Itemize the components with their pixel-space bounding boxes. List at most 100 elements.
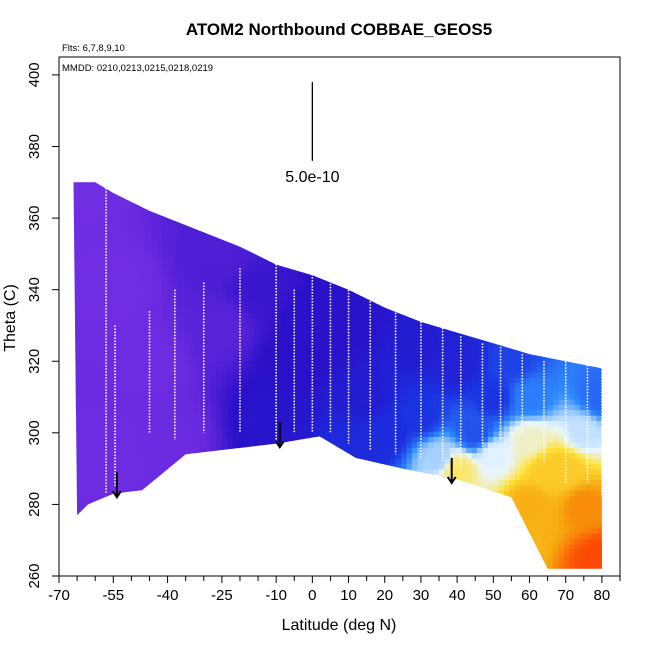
heatmap-cell <box>178 431 185 437</box>
heatmap-cell <box>59 291 65 297</box>
heatmap-cell <box>259 318 266 325</box>
heatmap-cell <box>243 543 250 550</box>
heatmap-cell <box>373 506 380 513</box>
heatmap-cell <box>216 425 223 432</box>
heatmap-cell <box>368 334 375 341</box>
heatmap-cell <box>64 324 70 330</box>
heatmap-cell <box>292 189 299 196</box>
heatmap-cell <box>373 484 380 491</box>
heatmap-cell <box>373 441 380 448</box>
heatmap-cell <box>102 312 109 319</box>
heatmap-cell <box>297 286 304 293</box>
heatmap-cell <box>64 533 70 539</box>
heatmap-cell <box>265 280 272 287</box>
heatmap-cell <box>178 463 185 470</box>
heatmap-cell <box>401 355 407 362</box>
heatmap-cell <box>64 345 70 351</box>
heatmap-cell <box>368 565 375 569</box>
heatmap-cell <box>352 382 359 389</box>
heatmap-cell <box>406 189 413 196</box>
heatmap-cell <box>319 463 326 470</box>
heatmap-cell <box>178 323 185 330</box>
heatmap-cell <box>211 468 217 475</box>
heatmap-cell <box>254 345 261 352</box>
heatmap-cell <box>249 441 255 448</box>
heatmap-cell <box>265 425 272 432</box>
heatmap-cell <box>156 366 163 373</box>
heatmap-cell <box>145 457 152 464</box>
heatmap-cell <box>281 382 288 389</box>
heatmap-cell <box>384 253 391 260</box>
heatmap-cell <box>276 506 283 513</box>
heatmap-cell <box>265 184 272 191</box>
heatmap-cell <box>249 431 255 437</box>
heatmap-cell <box>395 302 402 309</box>
heatmap-cell <box>330 275 337 282</box>
heatmap-cell <box>357 334 364 341</box>
heatmap-cell <box>205 393 212 400</box>
heatmap-cell <box>292 533 299 539</box>
heatmap-cell <box>352 409 359 416</box>
heatmap-cell <box>221 382 228 389</box>
heatmap-cell <box>411 527 418 534</box>
heatmap-cell <box>162 522 169 529</box>
heatmap-cell <box>140 270 147 276</box>
heatmap-cell <box>86 490 93 497</box>
heatmap-cell <box>145 339 152 346</box>
heatmap-cell <box>341 312 348 319</box>
heatmap-cell <box>113 559 120 566</box>
heatmap-cell <box>259 307 266 314</box>
heatmap-cell <box>390 339 397 346</box>
heatmap-cell <box>335 345 342 352</box>
heatmap-cell <box>287 377 293 384</box>
heatmap-cell <box>167 237 174 244</box>
heatmap-cell <box>97 318 103 325</box>
heatmap-cell <box>401 248 407 255</box>
heatmap-cell <box>205 184 212 191</box>
heatmap-cell <box>390 527 397 534</box>
heatmap-cell <box>357 409 364 416</box>
heatmap-cell <box>216 377 223 384</box>
heatmap-cell <box>167 194 174 201</box>
heatmap-cell <box>379 227 386 233</box>
heatmap-cell <box>80 506 87 513</box>
heatmap-cell <box>178 345 185 352</box>
heatmap-cell <box>205 404 212 411</box>
heatmap-cell <box>205 329 212 335</box>
heatmap-cell <box>303 318 310 325</box>
heatmap-cell <box>292 275 299 282</box>
heatmap-cell <box>276 382 283 389</box>
heatmap-cell <box>173 189 179 196</box>
heatmap-cell <box>411 468 418 475</box>
heatmap-cell <box>303 307 310 314</box>
heatmap-cell <box>270 554 277 561</box>
heatmap-cell <box>107 559 114 566</box>
heatmap-cell <box>238 237 245 244</box>
heatmap-cell <box>401 441 407 448</box>
heatmap-cell <box>384 506 391 513</box>
heatmap-cell <box>346 248 353 255</box>
heatmap-cell <box>156 329 163 335</box>
heatmap-cell <box>91 549 98 556</box>
heatmap-cell <box>411 307 418 314</box>
heatmap-cell <box>140 409 147 416</box>
heatmap-cell <box>91 393 98 400</box>
heatmap-cell <box>73 436 76 443</box>
heatmap-cell <box>124 549 131 556</box>
heatmap-cell <box>303 457 310 464</box>
heatmap-cell <box>249 291 255 298</box>
heatmap-cell <box>205 345 212 352</box>
heatmap-cell <box>113 189 120 196</box>
heatmap-cell <box>270 479 277 486</box>
heatmap-cell <box>129 382 136 389</box>
heatmap-cell <box>97 184 103 191</box>
heatmap-cell <box>238 205 245 212</box>
heatmap-cell <box>124 404 131 411</box>
heatmap-cell <box>216 259 223 266</box>
heatmap-cell <box>211 479 217 486</box>
heatmap-cell <box>238 318 245 325</box>
heatmap-cell <box>216 189 223 196</box>
heatmap-cell <box>151 243 158 250</box>
heatmap-cell <box>135 339 141 346</box>
heatmap-cell <box>373 194 380 201</box>
